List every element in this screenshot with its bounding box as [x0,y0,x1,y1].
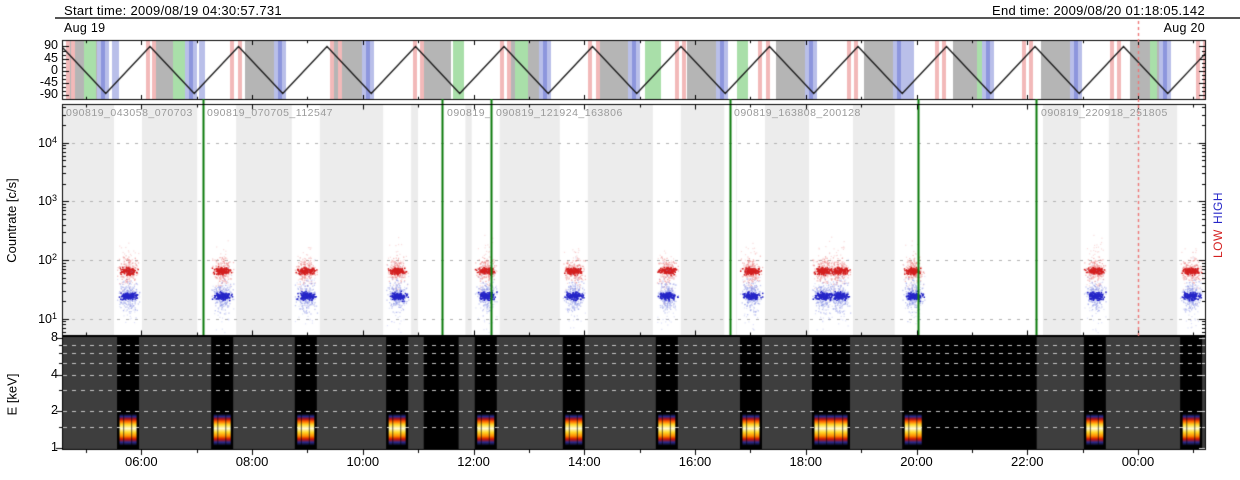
file-name-label: 090819_070705_112547 [207,107,334,119]
countrate-ytick-exp: 3 [51,193,57,204]
countrate-ytick-base: 10 [38,194,52,209]
time-tick-label: 08:00 [235,454,269,469]
time-tick-label: 12:00 [457,454,490,469]
time-tick-label: 18:00 [789,454,823,469]
header-divider [55,17,1240,19]
start-time-label: Start time: 2009/08/19 04:30:57.731 [64,3,282,18]
energy-ytick-label: 8 [51,330,58,344]
attitude-ytick-label: 0 [51,62,58,77]
attitude-panel [62,40,1206,100]
countrate-ytick-exp: 1 [51,310,57,321]
energy-ytick-label: 2 [51,403,58,418]
file-name-label: 090819_043058_070703 [66,107,193,119]
file-name-label: 090819_163808_200128 [734,107,861,119]
attitude-ytick-label: -90 [39,86,58,101]
countrate-ytick-label: 101 [0,310,57,326]
attitude-ytick-label: 45 [44,50,58,65]
countrate-ytick-exp: 2 [51,252,57,263]
attitude-ytick-label: 90 [44,38,58,53]
countrate-ytick-exp: 4 [51,134,57,145]
date-right-label: Aug 20 [1163,21,1205,35]
high-band-label: HIGH [1211,192,1225,224]
countrate-ytick-label: 104 [0,134,57,150]
countrate-ytick-base: 10 [38,135,52,150]
attitude-ytick-label: -45 [39,74,58,89]
countrate-panel [62,104,1206,336]
file-name-label: 090819_1 [447,107,491,119]
countrate-ytick-label: 103 [0,192,57,208]
countrate-ytick-base: 10 [38,311,52,326]
time-tick-label: 06:00 [125,454,158,469]
time-tick-label: 10:00 [346,454,380,469]
countrate-ytick-label: 102 [0,251,57,267]
time-tick-label: 20:00 [900,454,933,469]
energy-ytick-label: 1 [51,440,58,454]
low-band-label: LOW [1211,229,1225,258]
spectrogram-panel [62,336,1206,450]
time-tick-label: 16:00 [678,454,712,469]
time-tick-label: 22:00 [1010,454,1044,469]
time-tick-label: 14:00 [568,454,601,469]
date-left-label: Aug 19 [64,21,106,35]
end-time-label: End time: 2009/08/20 01:18:05.142 [991,3,1205,18]
time-tick-label: 00:00 [1121,454,1155,469]
file-name-label: 090819_220918_251805 [1041,107,1168,119]
file-name-label: 090819_121924_163806 [496,107,623,119]
countrate-ytick-base: 10 [38,253,52,268]
energy-ytick-label: 4 [51,366,58,381]
